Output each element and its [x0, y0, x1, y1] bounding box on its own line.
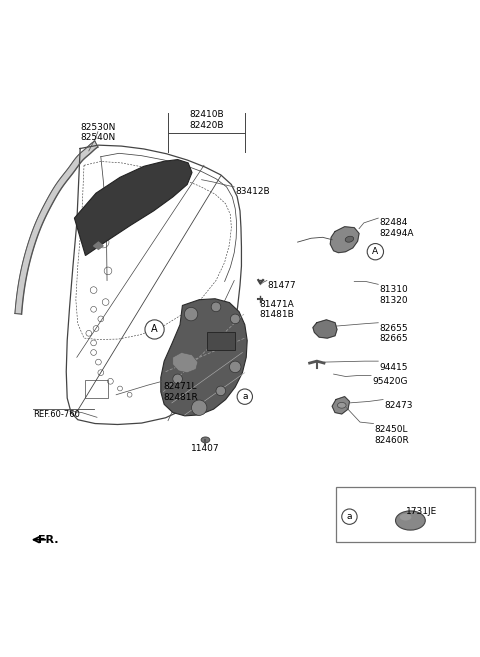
Bar	[207, 332, 235, 350]
Text: 82473: 82473	[384, 401, 412, 411]
Circle shape	[145, 320, 164, 339]
Text: 82655
82665: 82655 82665	[379, 324, 408, 343]
Text: 94415: 94415	[379, 363, 408, 372]
Text: 11407: 11407	[191, 443, 220, 453]
Circle shape	[230, 314, 240, 324]
Ellipse shape	[396, 511, 425, 530]
Text: A: A	[372, 247, 378, 256]
Circle shape	[237, 389, 252, 404]
Bar	[85, 380, 108, 398]
Text: a: a	[347, 512, 352, 521]
Text: 82471L
82481R: 82471L 82481R	[163, 382, 198, 401]
Circle shape	[229, 361, 241, 373]
Text: a: a	[242, 392, 248, 401]
Polygon shape	[74, 160, 192, 256]
Ellipse shape	[345, 237, 354, 242]
Ellipse shape	[201, 437, 210, 443]
Circle shape	[173, 374, 182, 384]
Polygon shape	[330, 227, 359, 253]
Text: FR.: FR.	[38, 535, 59, 545]
Text: 81477: 81477	[268, 281, 297, 290]
Circle shape	[211, 302, 221, 311]
Polygon shape	[94, 242, 103, 249]
Polygon shape	[332, 397, 349, 414]
Ellipse shape	[400, 514, 411, 520]
Ellipse shape	[337, 403, 346, 408]
Text: 81310
81320: 81310 81320	[379, 285, 408, 305]
Polygon shape	[161, 299, 247, 416]
Circle shape	[342, 509, 357, 524]
Polygon shape	[173, 353, 198, 373]
Circle shape	[367, 244, 384, 260]
Text: REF.60-760: REF.60-760	[33, 410, 80, 419]
Text: 1731JE: 1731JE	[406, 507, 437, 516]
Circle shape	[216, 386, 226, 396]
Text: 83412B: 83412B	[235, 187, 270, 196]
Text: 95420G: 95420G	[372, 378, 408, 386]
Text: 82484
82494A: 82484 82494A	[379, 218, 414, 237]
Text: 82530N
82540N: 82530N 82540N	[81, 123, 116, 143]
Bar	[336, 487, 475, 542]
Polygon shape	[15, 141, 98, 314]
Text: A: A	[151, 325, 158, 334]
Text: 82410B
82420B: 82410B 82420B	[189, 110, 224, 129]
Polygon shape	[313, 320, 337, 338]
Circle shape	[184, 307, 198, 321]
Circle shape	[192, 400, 207, 415]
Text: 82450L
82460R: 82450L 82460R	[374, 426, 409, 445]
Text: 81471A
81481B: 81471A 81481B	[259, 300, 294, 319]
